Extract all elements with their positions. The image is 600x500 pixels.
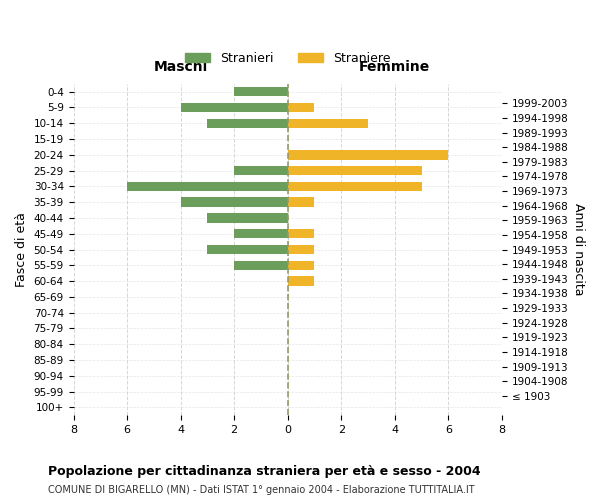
Bar [287,118,368,128]
Y-axis label: Anni di nascita: Anni di nascita [572,204,585,296]
Bar [208,245,287,254]
Bar [234,87,287,97]
Bar [287,245,314,254]
Y-axis label: Fasce di età: Fasce di età [15,212,28,287]
Bar [287,276,314,286]
Bar [234,229,287,238]
Bar [287,182,422,191]
Text: Maschi: Maschi [154,60,208,74]
Bar [181,198,287,207]
Bar [127,182,287,191]
Bar [234,260,287,270]
Bar [287,102,314,112]
Bar [208,118,287,128]
Bar [208,213,287,222]
Bar [287,260,314,270]
Text: Popolazione per cittadinanza straniera per età e sesso - 2004: Popolazione per cittadinanza straniera p… [48,465,481,478]
Bar [287,229,314,238]
Bar [181,102,287,112]
Text: COMUNE DI BIGARELLO (MN) - Dati ISTAT 1° gennaio 2004 - Elaborazione TUTTITALIA.: COMUNE DI BIGARELLO (MN) - Dati ISTAT 1°… [48,485,475,495]
Bar [287,198,314,207]
Text: Femmine: Femmine [359,60,430,74]
Bar [234,166,287,175]
Bar [287,166,422,175]
Bar [287,150,448,160]
Legend: Stranieri, Straniere: Stranieri, Straniere [179,47,395,70]
